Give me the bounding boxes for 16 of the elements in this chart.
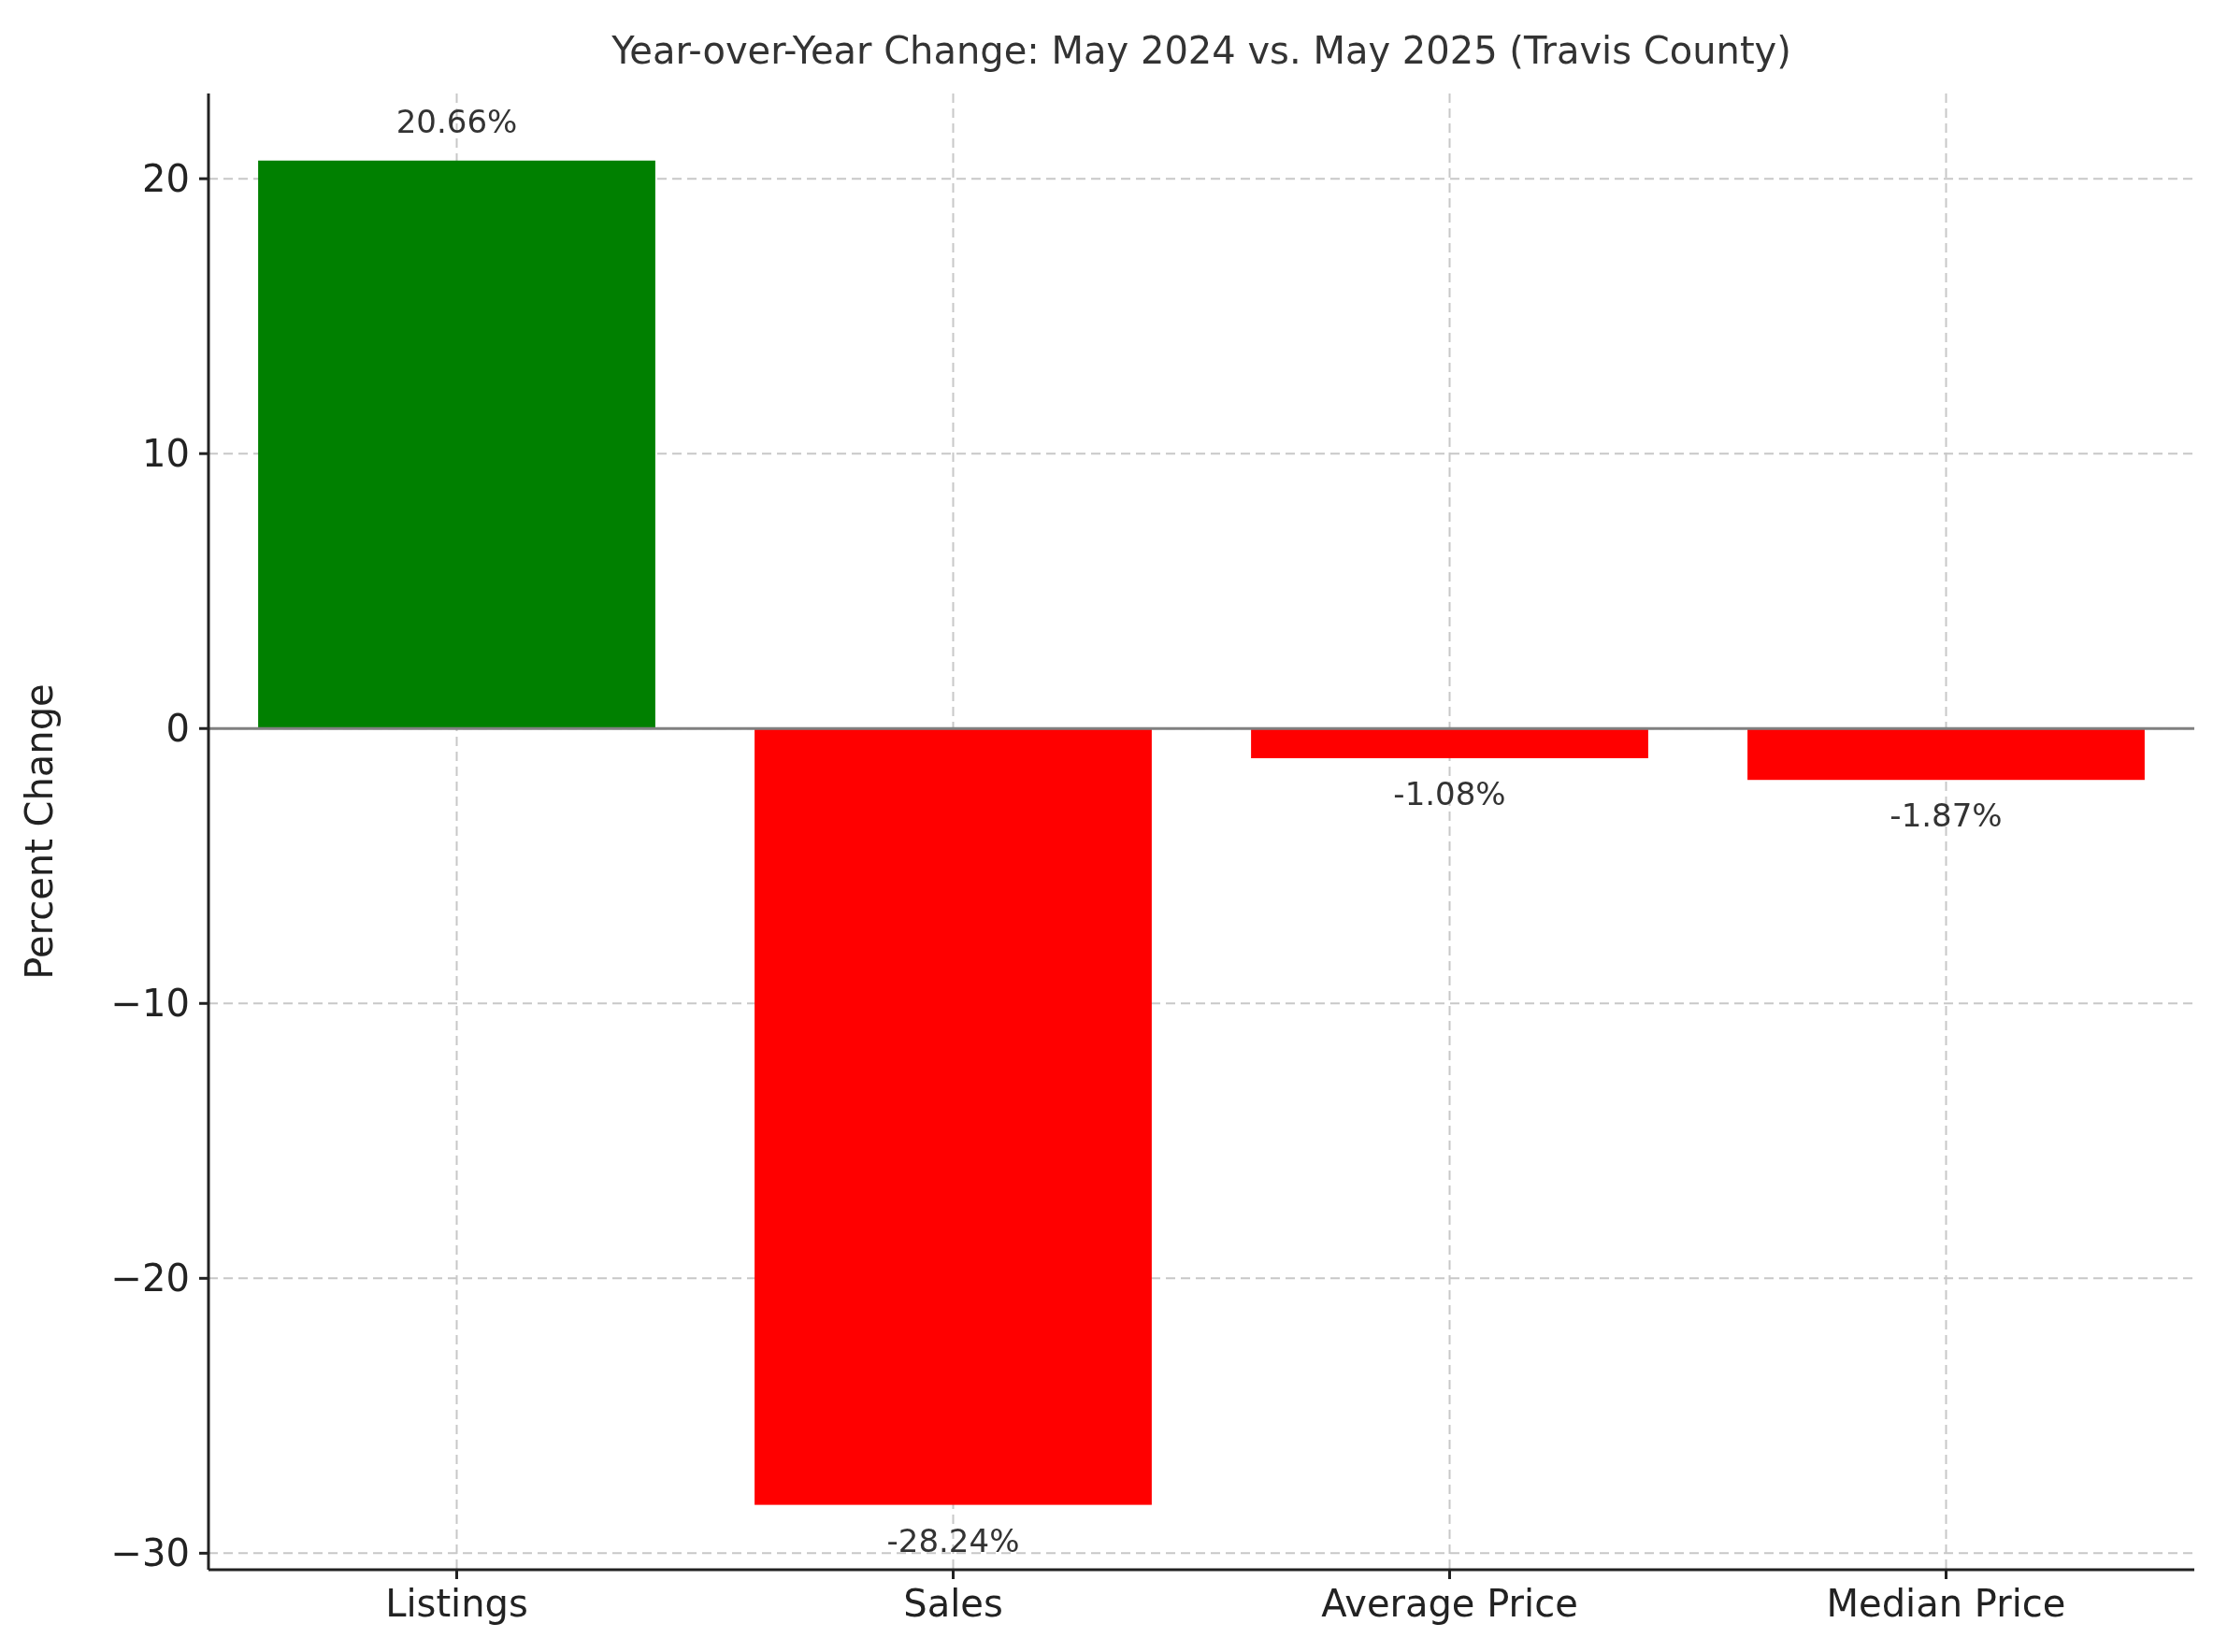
data-label: 20.66% <box>395 102 518 140</box>
y-axis-title: Percent Change <box>18 683 61 980</box>
chart-title: Year-over-Year Change: May 2024 vs. May 2025 (Travis County) <box>611 29 1791 72</box>
x-tick-label: Sales <box>903 1582 1003 1625</box>
y-tick-label: −30 <box>110 1531 190 1575</box>
y-tick-label: −20 <box>110 1257 190 1300</box>
data-label: -28.24% <box>886 1521 1020 1559</box>
data-label: -1.08% <box>1393 774 1506 812</box>
x-tick-label: Average Price <box>1321 1582 1578 1625</box>
y-tick-label: 20 <box>142 157 190 201</box>
x-tick-label: Median Price <box>1826 1582 2066 1625</box>
y-tick-label: 10 <box>142 432 190 476</box>
x-tick-label: Listings <box>385 1582 528 1625</box>
y-tick-label: −10 <box>110 982 190 1026</box>
data-label: -1.87% <box>1890 797 2003 835</box>
y-tick-label: 0 <box>165 707 190 751</box>
